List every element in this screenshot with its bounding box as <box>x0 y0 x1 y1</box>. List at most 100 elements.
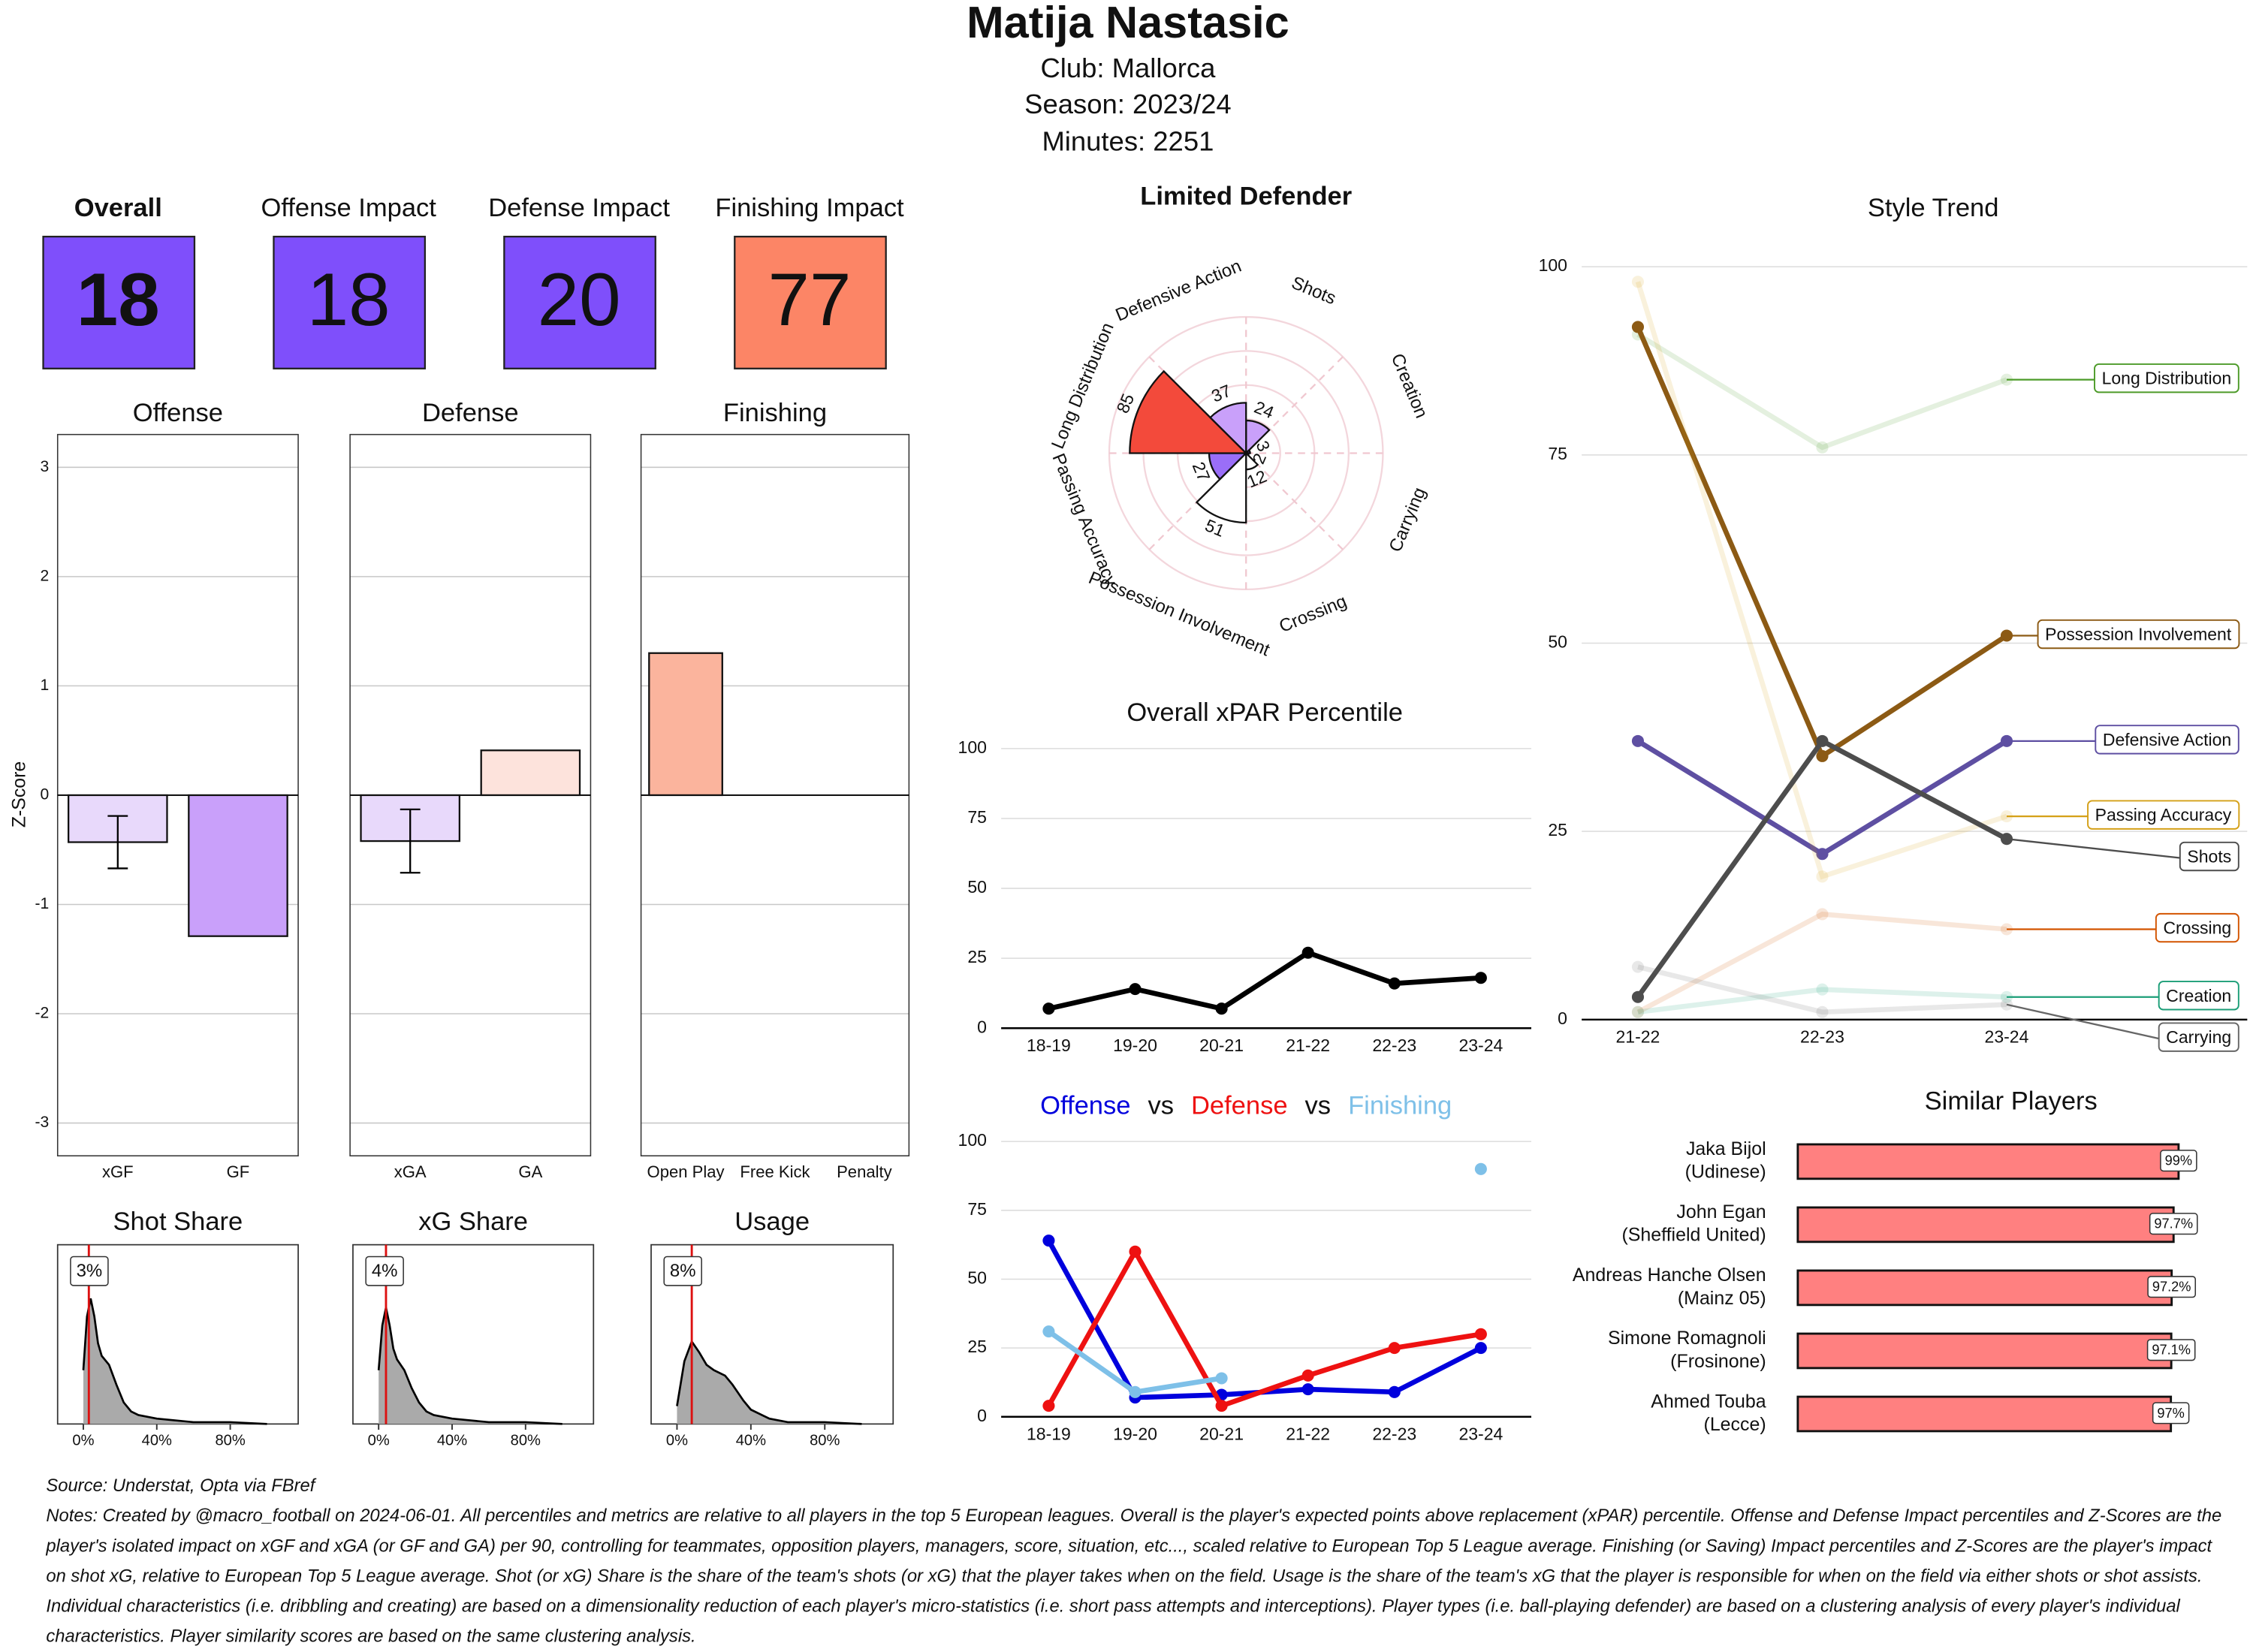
point <box>1631 276 1645 288</box>
x-tick-label: Penalty <box>837 1162 892 1181</box>
wedge <box>1129 369 1248 454</box>
x-tick-label: 21-22 <box>1286 1036 1330 1055</box>
x-tick-label: 40% <box>736 1433 766 1449</box>
minutes-line: Minutes: 2251 <box>1042 126 1214 157</box>
series-line <box>1048 950 1482 1011</box>
point <box>1816 908 1829 921</box>
facet-title: xG Share <box>418 1207 528 1236</box>
category-label: Creation <box>1387 351 1432 421</box>
point <box>1301 1383 1314 1396</box>
point <box>1042 1325 1055 1338</box>
x-tick-label: 19-20 <box>1113 1424 1157 1444</box>
x-tick-label: 18-19 <box>1027 1424 1071 1444</box>
bar <box>1796 1395 2173 1433</box>
point <box>1631 1005 1645 1018</box>
density-area <box>379 1307 562 1424</box>
tile-label: Overall <box>74 194 162 222</box>
series-label: Passing Accuracy <box>2095 805 2232 824</box>
series-line <box>1636 332 2008 451</box>
legend-entry: Finishing <box>1348 1091 1452 1120</box>
x-tick-label: 80% <box>810 1433 840 1449</box>
y-tick-label: 50 <box>1548 632 1567 652</box>
value-label-box <box>2152 1402 2190 1424</box>
category-label: Shots <box>1289 273 1339 309</box>
legend-entry: Offense <box>1040 1091 1130 1120</box>
legend-separator: vs <box>1305 1091 1332 1120</box>
series-label: Carrying <box>2166 1027 2231 1047</box>
tile-label: Defense Impact <box>488 194 670 222</box>
y-tick-label: 100 <box>958 737 987 757</box>
point <box>1816 1005 1829 1018</box>
bar <box>480 749 581 797</box>
point <box>1631 321 1645 333</box>
x-tick-label: 21-22 <box>1616 1027 1660 1047</box>
series-line <box>1637 987 2007 1015</box>
point <box>1474 1328 1487 1340</box>
category-label: Crossing <box>1276 591 1350 637</box>
player-name: John Egan <box>1676 1201 1766 1222</box>
marker-label: 3% <box>77 1261 103 1281</box>
point <box>1042 1234 1055 1247</box>
facet-title: Defense <box>422 399 519 427</box>
y-tick-label: -2 <box>35 1005 49 1022</box>
chart-title: Similar Players <box>1925 1087 2098 1116</box>
legend-title: Offense vs Defense vs Finishing <box>1040 1091 1452 1120</box>
point <box>1631 990 1645 1003</box>
label-box <box>2095 725 2239 755</box>
radial-line <box>1245 356 1344 454</box>
bar <box>188 794 288 937</box>
point <box>1388 1342 1401 1355</box>
value-label: 97.7% <box>2154 1216 2193 1231</box>
density-curve <box>676 1339 862 1425</box>
point <box>1816 983 1829 996</box>
series-line <box>1636 912 2007 1014</box>
player-club: (Sheffield United) <box>1621 1225 1766 1246</box>
player-club: (Mainz 05) <box>1678 1288 1766 1309</box>
chart-title: Limited Defender <box>1140 182 1352 211</box>
player-club: (Udinese) <box>1685 1162 1766 1183</box>
x-tick-label: 20-21 <box>1199 1036 1244 1055</box>
y-tick-label: 50 <box>967 877 987 897</box>
error-bar <box>400 808 421 874</box>
category-label: Long Distribution <box>1048 320 1118 452</box>
player-name: Jaka Bijol <box>1686 1138 1766 1159</box>
tile-box <box>273 235 427 369</box>
y-tick-label: 75 <box>1548 444 1567 463</box>
y-tick-label: 75 <box>967 807 987 827</box>
label-connector <box>2006 838 2180 859</box>
x-tick-label: 23-24 <box>1458 1424 1503 1444</box>
player-name: Andreas Hanche Olsen <box>1573 1265 1766 1286</box>
label-box <box>2037 619 2240 650</box>
player-name: Matija Nastasic <box>967 0 1289 47</box>
y-tick-label: 25 <box>967 947 987 966</box>
x-tick-label: 22-23 <box>1372 1036 1416 1055</box>
y-axis-label: Z-Score <box>8 761 29 828</box>
y-tick-label: -3 <box>35 1114 49 1131</box>
point <box>1042 1400 1055 1412</box>
label-connector <box>2006 1003 2159 1040</box>
point <box>1388 1385 1401 1398</box>
point <box>1816 749 1829 762</box>
club-line: Club: Mallorca <box>1040 53 1216 83</box>
x-tick-label: 40% <box>437 1433 467 1449</box>
point <box>1816 441 1829 454</box>
point <box>1042 1002 1055 1015</box>
series-label: Crossing <box>2163 918 2231 938</box>
player-name: Simone Romagnoli <box>1608 1328 1766 1349</box>
point <box>1474 1342 1487 1355</box>
error-bar <box>107 815 128 870</box>
value-label: 97.1% <box>2152 1343 2191 1358</box>
y-tick-label: 3 <box>40 458 49 475</box>
legend-entry: Defense <box>1191 1091 1288 1120</box>
y-tick-label: 2 <box>40 567 49 584</box>
facet-title: Offense <box>133 399 223 427</box>
value-label: 37 <box>1208 381 1234 406</box>
wedge <box>1195 451 1247 524</box>
y-tick-label: 50 <box>967 1268 987 1288</box>
label-box <box>2155 912 2239 943</box>
bar <box>1796 1206 2175 1244</box>
legend-separator: vs <box>1148 1091 1174 1120</box>
point <box>1631 734 1645 747</box>
category-label: Carrying <box>1385 484 1430 555</box>
